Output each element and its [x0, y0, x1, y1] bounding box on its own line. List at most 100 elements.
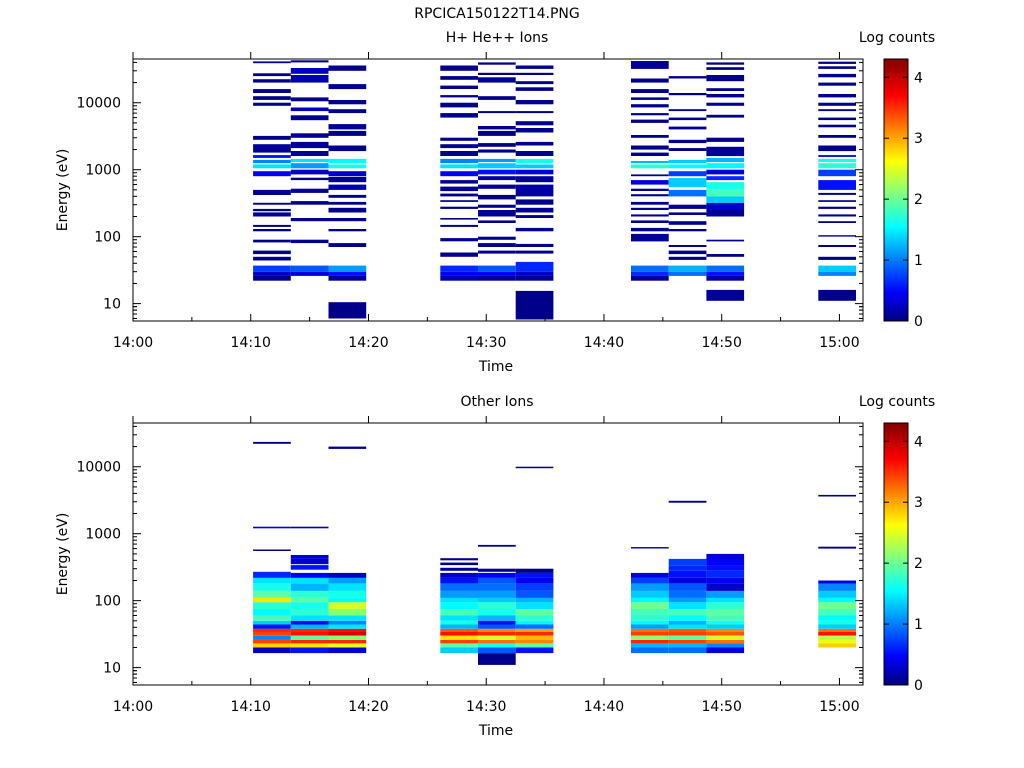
heatmap-cell: [631, 635, 669, 640]
heatmap-cell: [631, 89, 669, 93]
heatmap-cell: [440, 620, 478, 625]
heatmap-cell: [818, 639, 856, 644]
heatmap-cell: [290, 590, 329, 598]
heatmap-cell: [328, 597, 367, 603]
heatmap-cell: [290, 271, 329, 276]
heatmap-cell: [253, 61, 291, 64]
heatmap-cell: [478, 635, 516, 640]
heatmap-cell: [631, 583, 669, 591]
heatmap-cell: [706, 609, 745, 616]
heatmap-cell: [706, 647, 745, 654]
heatmap-cell: [253, 239, 291, 243]
heatmap-cell: [668, 256, 707, 260]
heatmap-cell: [253, 602, 291, 609]
heatmap-cell: [818, 632, 856, 636]
heatmap-cell: [478, 597, 516, 603]
heatmap-cell: [515, 121, 554, 126]
heatmap-cell: [515, 141, 554, 146]
heatmap-cell: [631, 194, 669, 197]
heatmap-cell: [631, 620, 669, 625]
heatmap-cell: [818, 73, 856, 78]
heatmap-cell: [706, 615, 745, 621]
heatmap-cell: [478, 624, 516, 629]
y-tick-label: 10000: [76, 460, 121, 476]
heatmap-cell: [440, 180, 478, 184]
heatmap-cell: [818, 117, 856, 121]
heatmap-cell: [706, 628, 745, 632]
heatmap-cell: [818, 624, 856, 629]
heatmap-cell: [290, 97, 329, 102]
heatmap-cell: [440, 628, 478, 632]
x-tick-label: 14:00: [113, 335, 153, 351]
heatmap-cell: [328, 275, 367, 281]
heatmap-cell: [631, 602, 669, 609]
heatmap-cell: [706, 577, 745, 584]
heatmap-cell: [478, 158, 516, 163]
heatmap-cell: [328, 65, 367, 71]
heatmap-cell: [253, 135, 291, 140]
heatmap-cell: [631, 174, 669, 177]
x-tick-label: 14:00: [113, 699, 153, 715]
heatmap-cell: [290, 609, 329, 616]
heatmap-cell: [668, 590, 707, 598]
heatmap-cell: [478, 583, 516, 591]
heatmap-cell: [440, 602, 478, 609]
colorbar-tick-label: 1: [914, 253, 923, 269]
heatmap-cell: [668, 609, 707, 616]
x-tick-label: 14:20: [348, 335, 388, 351]
heatmap-cell: [253, 639, 291, 644]
heatmap-cell: [328, 158, 367, 164]
heatmap-cell: [706, 114, 745, 118]
heatmap-cell: [668, 624, 707, 629]
heatmap-cell: [328, 100, 367, 105]
heatmap-cell: [631, 152, 669, 156]
heatmap-cell: [253, 628, 291, 632]
figure-title: RPCICA150122T14.PNG: [414, 6, 579, 22]
heatmap-cell: [668, 148, 707, 151]
heatmap-cell: [440, 624, 478, 629]
heatmap-cell: [515, 100, 554, 105]
heatmap-cell: [631, 577, 669, 584]
heatmap-cell: [328, 171, 367, 177]
heatmap-cell: [818, 169, 856, 177]
heatmap-cell: [706, 102, 745, 106]
heatmap-cell: [253, 224, 291, 227]
heatmap-cell: [478, 126, 516, 130]
heatmap-cell: [706, 176, 745, 181]
heatmap-cell: [253, 79, 291, 83]
y-tick-label: 1000: [85, 163, 121, 179]
x-axis-label: Time: [478, 723, 513, 739]
colorbar: 0 1 2 3 4: [883, 422, 923, 694]
heatmap-cell: [818, 135, 856, 138]
heatmap-cell: [478, 544, 516, 547]
heatmap-cell: [290, 115, 329, 121]
heatmap-cell: [290, 218, 329, 222]
heatmap-cell: [668, 178, 707, 188]
heatmap-cell: [253, 250, 291, 255]
heatmap-cell: [631, 643, 669, 648]
heatmap-cell: [631, 271, 669, 276]
heatmap-cell: [706, 583, 745, 591]
heatmap-cell: [706, 62, 745, 65]
heatmap-cell: [328, 84, 367, 90]
heatmap-cell: [668, 570, 707, 578]
heatmap-cell: [290, 201, 329, 205]
heatmap-cell: [328, 109, 367, 114]
heatmap-cell: [631, 265, 669, 272]
colorbar: 0 1 2 3 4: [883, 58, 923, 330]
heatmap-cell: [668, 212, 707, 215]
heatmap-cell: [253, 189, 291, 195]
heatmap-cell: [253, 647, 291, 654]
heatmap-cell: [631, 647, 669, 654]
heatmap-cell: [818, 200, 856, 202]
heatmap-cell: [668, 500, 707, 503]
heatmap-cell: [478, 275, 516, 281]
heatmap-cell: [818, 82, 856, 86]
panel-title: Other Ions: [460, 394, 533, 410]
x-tick-label: 15:00: [819, 335, 859, 351]
heatmap-cells: [253, 60, 856, 320]
heatmap-cell: [328, 620, 367, 625]
x-axis: 14:00 14:10 14:20 14:30 14:40 14:50 15:00: [113, 416, 860, 715]
heatmap-cell: [328, 602, 367, 609]
heatmap-cell: [440, 609, 478, 616]
